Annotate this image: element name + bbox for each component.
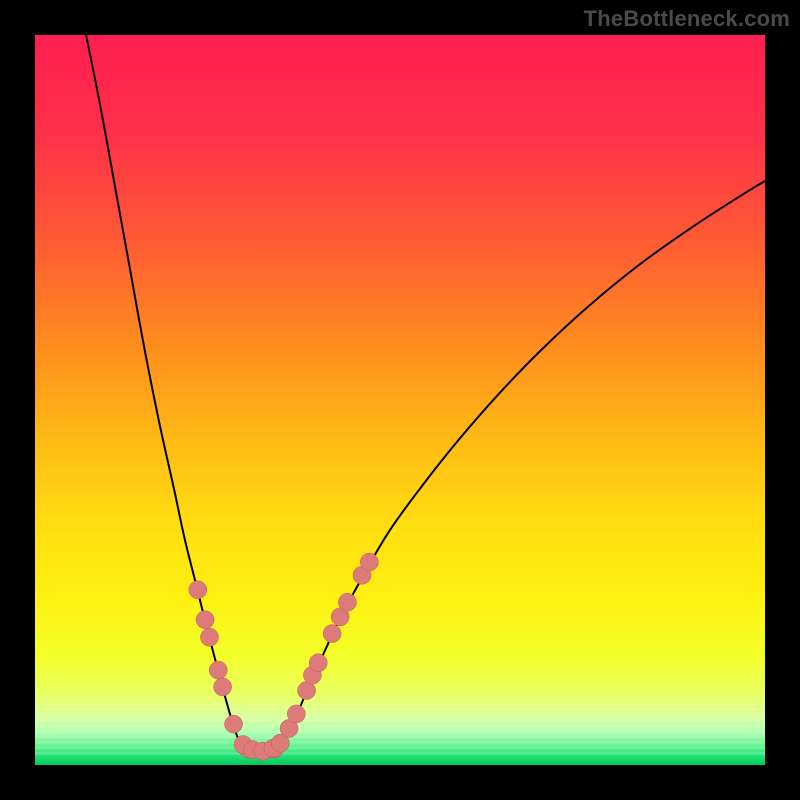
marker-dot [323, 625, 341, 643]
marker-dot [309, 654, 327, 672]
marker-dot [214, 678, 232, 696]
bottleneck-chart [0, 0, 800, 800]
marker-dot [225, 715, 243, 733]
marker-dot [189, 581, 207, 599]
marker-dot [200, 628, 218, 646]
marker-dot [196, 611, 214, 629]
marker-dot [287, 705, 305, 723]
marker-dot [209, 661, 227, 679]
gradient-background [35, 35, 765, 765]
marker-dot [338, 593, 356, 611]
watermark-text: TheBottleneck.com [584, 6, 790, 32]
chart-frame: TheBottleneck.com [0, 0, 800, 800]
marker-dot [360, 553, 378, 571]
